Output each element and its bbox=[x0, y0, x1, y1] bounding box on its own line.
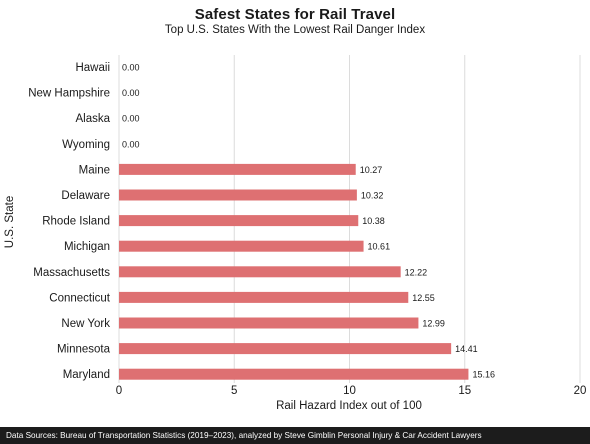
value-label: 12.55 bbox=[412, 293, 435, 303]
value-label: 12.22 bbox=[405, 267, 428, 277]
category-label: Minnesota bbox=[57, 344, 111, 356]
bar bbox=[119, 266, 401, 278]
bar bbox=[119, 317, 419, 329]
category-label: Michigan bbox=[64, 241, 110, 253]
value-label: 15.16 bbox=[472, 370, 495, 380]
chart-subtitle: Top U.S. States With the Lowest Rail Dan… bbox=[164, 24, 426, 36]
bar bbox=[119, 163, 356, 175]
value-label: 10.27 bbox=[360, 165, 383, 175]
x-tick-label: 0 bbox=[116, 385, 122, 397]
value-label: 12.99 bbox=[422, 319, 445, 329]
bar bbox=[119, 291, 409, 303]
value-label: 0.00 bbox=[122, 63, 140, 73]
value-labels: 0.00 0.00 0.00 0.00 10.27 10.32 10.38 10.61 12.2… bbox=[122, 63, 495, 380]
category-labels: Hawaii New Hampshire Alaska Wyoming Maine Del… bbox=[28, 62, 111, 381]
category-label: New York bbox=[61, 318, 110, 330]
x-tick-labels: 0 5 10 15 20 bbox=[116, 385, 587, 397]
value-label: 0.00 bbox=[122, 88, 140, 98]
x-tick-label: 10 bbox=[343, 385, 356, 397]
x-tick-label: 5 bbox=[231, 385, 237, 397]
bar bbox=[119, 368, 469, 380]
category-label: Alaska bbox=[75, 113, 110, 125]
value-label: 0.00 bbox=[122, 114, 140, 124]
bar-chart: Hawaii New Hampshire Alaska Wyoming Maine Del… bbox=[4, 55, 587, 412]
category-label: Hawaii bbox=[75, 62, 110, 74]
x-tick-label: 20 bbox=[574, 385, 587, 397]
value-label: 10.61 bbox=[368, 242, 391, 252]
value-label: 0.00 bbox=[122, 139, 140, 149]
bar bbox=[119, 189, 357, 201]
bar bbox=[119, 215, 359, 227]
bar bbox=[119, 240, 364, 252]
data-source-footer: Data Sources: Bureau of Transportation S… bbox=[0, 427, 590, 444]
category-label: Rhode Island bbox=[42, 216, 110, 228]
y-axis-title: U.S. State bbox=[4, 196, 16, 248]
x-tick-label: 15 bbox=[458, 385, 471, 397]
bar bbox=[119, 343, 452, 355]
category-label: Connecticut bbox=[49, 292, 111, 304]
category-label: New Hampshire bbox=[28, 88, 110, 100]
value-label: 10.32 bbox=[361, 191, 384, 201]
category-label: Wyoming bbox=[62, 139, 110, 151]
x-axis-title: Rail Hazard Index out of 100 bbox=[276, 400, 422, 412]
bars bbox=[119, 163, 469, 380]
category-label: Maine bbox=[79, 164, 110, 176]
value-label: 14.41 bbox=[455, 344, 478, 354]
category-label: Maryland bbox=[63, 369, 110, 381]
value-label: 10.38 bbox=[362, 216, 385, 226]
category-label: Delaware bbox=[61, 190, 110, 202]
category-label: Massachusetts bbox=[33, 267, 110, 279]
chart-title: Safest States for Rail Travel bbox=[194, 6, 396, 23]
